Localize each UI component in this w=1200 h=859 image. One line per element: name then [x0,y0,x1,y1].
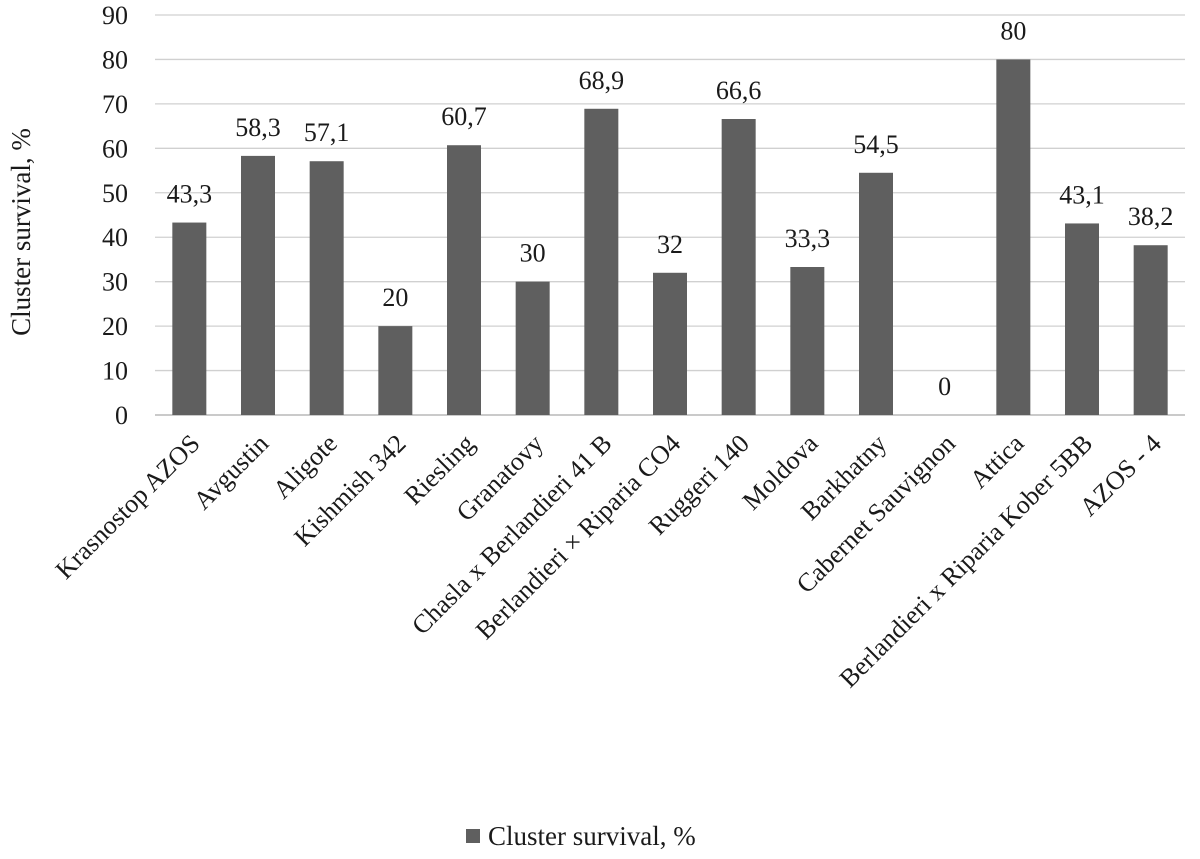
data-label: 68,9 [579,66,625,95]
bar [447,145,481,415]
bar [515,281,550,415]
y-tick-label: 30 [102,268,128,297]
bar [584,108,619,416]
legend: Cluster survival, % [466,821,696,851]
data-label: 54,5 [853,130,899,159]
y-tick-label: 80 [102,45,128,74]
data-labels: 43,3 58,3 57,1 20 60,7 30 68,9 32 66,6 33,3 54,5 0 8… [167,16,1174,401]
data-label: 43,1 [1059,180,1105,209]
data-label: 66,6 [716,76,762,105]
bar [241,155,275,415]
data-label: 58,3 [235,113,281,142]
data-label: 33,3 [785,224,831,253]
y-tick-label: 50 [102,179,128,208]
y-tick-label: 0 [115,401,128,430]
bar [790,267,825,415]
x-category-label: Krasnostop AZOS [50,429,206,585]
bar [653,272,687,415]
data-label: 20 [382,283,408,312]
bar [1065,223,1099,415]
data-label: 57,1 [304,118,350,147]
y-axis-ticks: 0 10 20 30 40 50 60 70 80 90 [102,1,128,430]
data-label: 43,3 [167,180,213,209]
bar [1133,245,1168,415]
data-label: 60,7 [441,102,487,131]
data-label: 80 [1000,16,1026,45]
y-tick-label: 20 [102,312,128,341]
y-tick-label: 40 [102,223,128,252]
bar [309,161,344,415]
bar [859,172,893,415]
bar [996,59,1031,415]
bar [378,326,413,415]
data-label: 0 [938,372,951,401]
x-category-label: Avgustin [188,429,275,516]
legend-label: Cluster survival, % [488,821,696,851]
y-axis-title: Cluster survival, % [6,128,36,336]
bar [172,222,207,415]
y-tick-label: 70 [102,90,128,119]
y-tick-label: 10 [102,357,128,386]
y-tick-label: 60 [102,134,128,163]
y-tick-label: 90 [102,1,128,30]
bars [172,59,1168,416]
x-category-label: Berlandieri x Riparia Kober 5BB [834,429,1099,694]
data-label: 38,2 [1128,202,1174,231]
data-label: 30 [520,239,546,268]
bar [721,119,756,415]
legend-swatch [466,829,480,843]
x-category-label: Attica [964,428,1030,494]
data-label: 32 [657,230,683,259]
